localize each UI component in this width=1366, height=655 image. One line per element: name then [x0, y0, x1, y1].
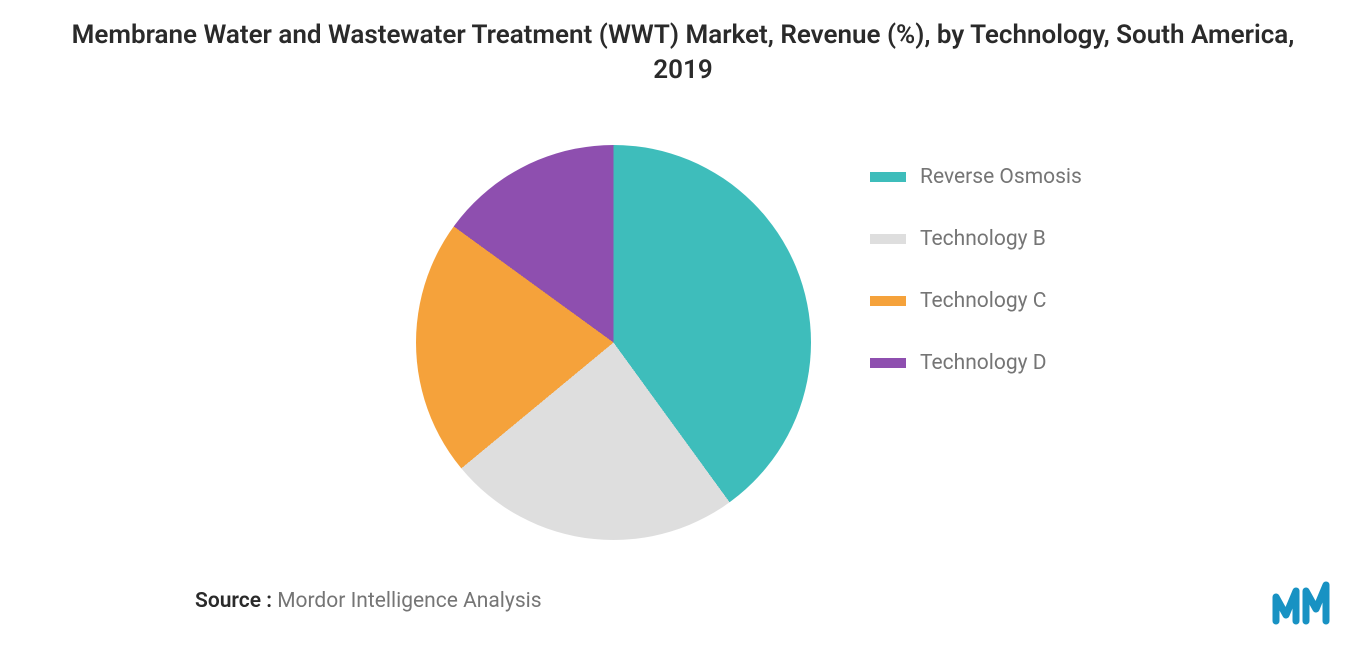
chart-title: Membrane Water and Wastewater Treatment …: [60, 18, 1306, 88]
source-label: Source :: [195, 589, 272, 613]
legend-swatch: [870, 172, 906, 182]
pie-container: [416, 145, 811, 540]
brand-logo-icon: [1272, 581, 1334, 625]
legend-swatch: [870, 358, 906, 368]
legend-label: Technology B: [920, 227, 1046, 251]
legend: Reverse Osmosis Technology B Technology C T…: [870, 165, 1082, 375]
legend-swatch: [870, 296, 906, 306]
source-text: Mordor Intelligence Analysis: [277, 589, 541, 613]
legend-label: Technology D: [920, 351, 1047, 375]
legend-label: Technology C: [920, 289, 1046, 313]
legend-item: Reverse Osmosis: [870, 165, 1082, 189]
pie-chart: [416, 145, 811, 540]
legend-label: Reverse Osmosis: [920, 165, 1082, 189]
legend-swatch: [870, 234, 906, 244]
legend-item: Technology C: [870, 289, 1082, 313]
chart-area: [0, 110, 1366, 575]
legend-item: Technology D: [870, 351, 1082, 375]
source-line: Source : Mordor Intelligence Analysis: [195, 589, 542, 613]
legend-item: Technology B: [870, 227, 1082, 251]
